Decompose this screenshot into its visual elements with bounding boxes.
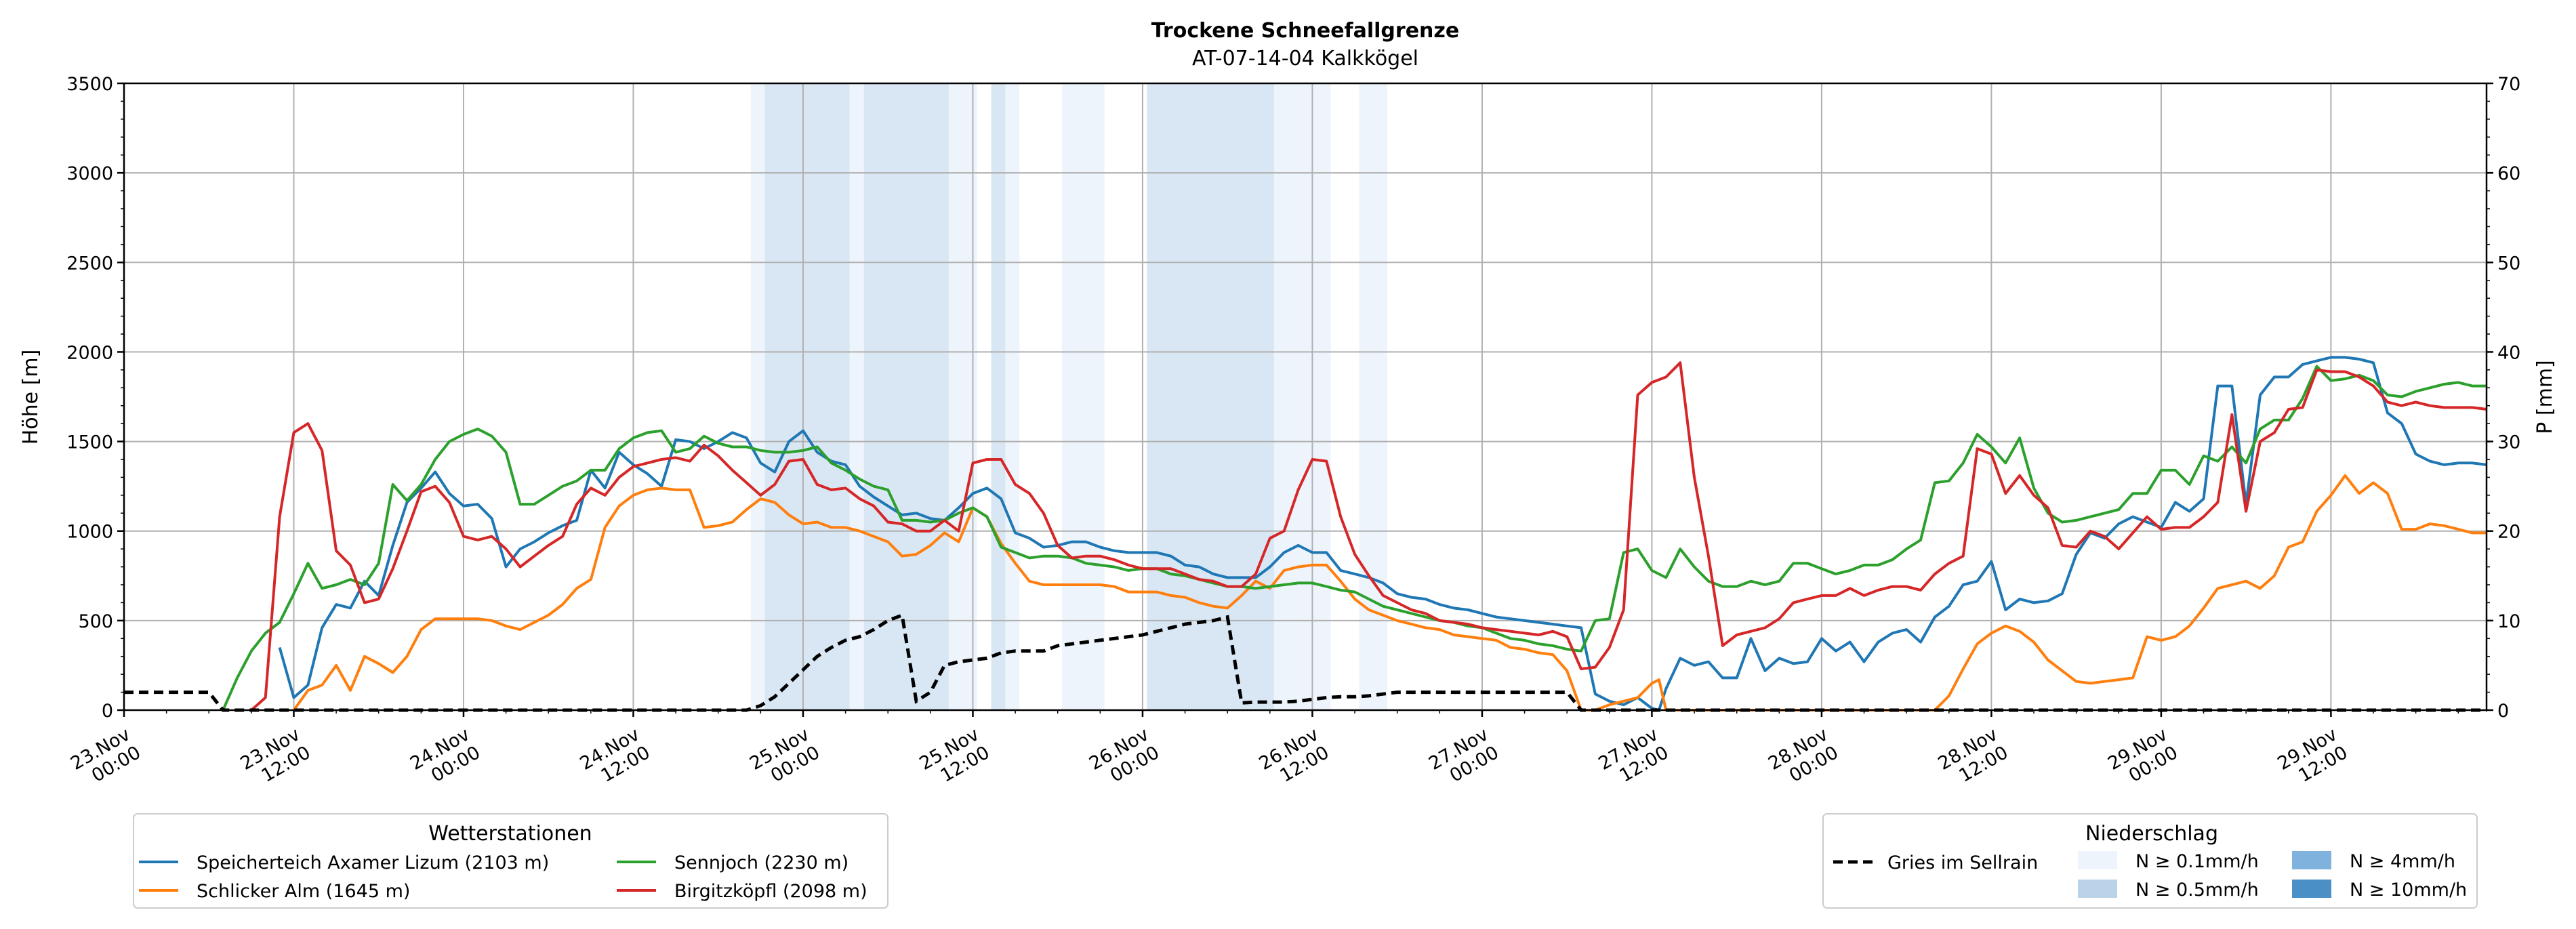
- plot-frame: [123, 82, 2488, 711]
- precipitation-bands: [750, 83, 1388, 710]
- y-tick-label: 3000: [66, 163, 113, 184]
- series-line-4: [250, 361, 2487, 711]
- legend-precip-line-label: Gries im Sellrain: [1887, 852, 2038, 873]
- series-line-2: [292, 474, 2487, 711]
- y-tick-label: 2500: [66, 253, 113, 274]
- y2-tick-label: 0: [2497, 701, 2509, 722]
- precip-band: [863, 83, 949, 710]
- chart-title: Trockene Schneefallgrenze: [1151, 19, 1459, 43]
- precip-line: [124, 613, 2487, 712]
- precip-legend-label-2: N ≥ 0.5mm/h: [2135, 880, 2259, 901]
- y2-tick-label: 40: [2497, 342, 2520, 363]
- precip-band: [991, 83, 1006, 710]
- legend-precipitation: Niederschlag Gries im Sellrain N ≥ 0.1mm…: [1822, 813, 2478, 909]
- series-lines: [124, 356, 2487, 712]
- y2-axis-label: P [mm]: [2533, 360, 2557, 434]
- legend-precip-title: Niederschlag: [2085, 822, 2218, 846]
- precip-band: [849, 83, 864, 710]
- legend-stations-frame: [133, 813, 888, 909]
- y2-tick-label: 60: [2497, 163, 2520, 184]
- y-tick-label: 1000: [66, 522, 113, 543]
- y-axis-label: Höhe [m]: [19, 350, 43, 445]
- legend-label-2: Schlicker Alm (1645 m): [197, 881, 410, 902]
- y-tick-label: 1500: [66, 432, 113, 453]
- chart-subtitle: AT-07-14-04 Kalkkögel: [1192, 47, 1418, 70]
- y2-tick-label: 50: [2497, 253, 2520, 274]
- legend-label-4: Birgitzköpfl (2098 m): [674, 881, 867, 902]
- y-tick-label: 2000: [66, 342, 113, 363]
- legend-stations-title: Wetterstationen: [428, 822, 592, 846]
- y-tick-label: 3500: [66, 74, 113, 95]
- precip-legend-swatch-2: [2078, 880, 2117, 898]
- precip-band: [764, 83, 850, 710]
- y-tick-label: 0: [102, 701, 113, 722]
- y2-tick-label: 10: [2497, 611, 2520, 632]
- y2-tick-label: 70: [2497, 74, 2520, 95]
- precip-legend-swatch-4: [2292, 880, 2331, 898]
- precip-legend-label-4: N ≥ 10mm/h: [2350, 880, 2467, 901]
- legend-label-1: Speicherteich Axamer Lizum (2103 m): [197, 852, 549, 873]
- series-line-3: [222, 365, 2487, 711]
- precip-legend-label-3: N ≥ 4mm/h: [2350, 851, 2455, 872]
- y2-tick-label: 20: [2497, 522, 2520, 543]
- precip-legend-label-1: N ≥ 0.1mm/h: [2135, 851, 2259, 872]
- precip-band: [1274, 83, 1331, 710]
- precip-band: [750, 83, 765, 710]
- precip-band: [1061, 83, 1105, 710]
- y-tick-label: 500: [78, 611, 113, 632]
- precip-legend-swatch-1: [2078, 851, 2117, 869]
- y2-tick-label: 30: [2497, 432, 2520, 453]
- precip-band: [1005, 83, 1020, 710]
- precip-band: [1147, 83, 1275, 710]
- legend-stations: Wetterstationen Speicherteich Axamer Liz…: [133, 813, 888, 909]
- legend-label-3: Sennjoch (2230 m): [674, 852, 849, 873]
- precip-legend-swatch-3: [2292, 851, 2331, 869]
- series-line-1: [278, 356, 2487, 711]
